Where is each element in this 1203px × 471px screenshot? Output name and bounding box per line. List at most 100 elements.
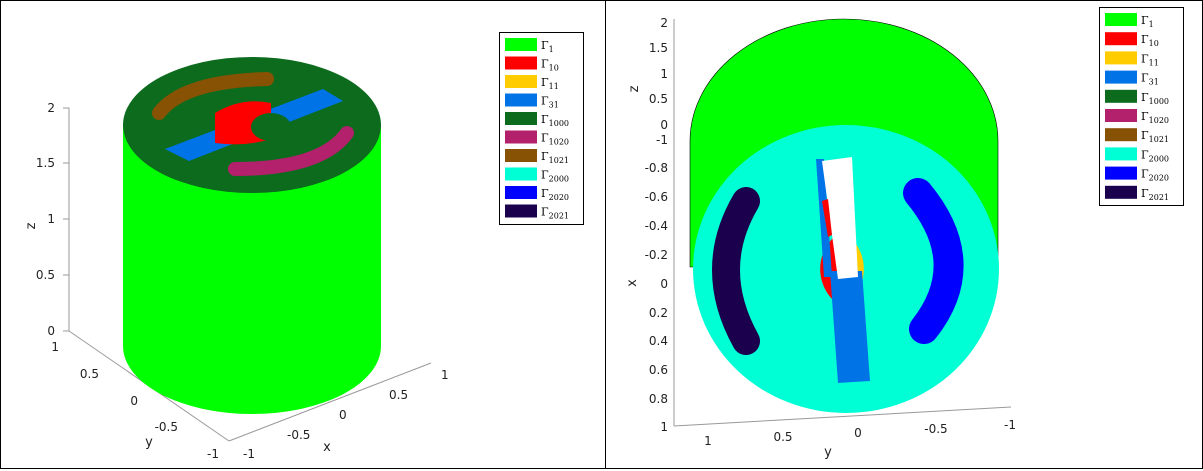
left-legend-swatch-6 [505, 149, 537, 162]
right-y-ticks: 1 0.5 0 -0.5 -1 [704, 418, 1016, 448]
left-legend-swatch-0 [505, 38, 537, 51]
right-x-tick-0: -1 [656, 133, 668, 147]
right-legend-label-1: Γ10 [1141, 33, 1159, 48]
right-legend-swatch-2 [1105, 51, 1137, 65]
left-legend-swatch-7 [505, 167, 537, 181]
right-legend-swatch-7 [1105, 147, 1137, 161]
left-x-tick-1: -0.5 [287, 428, 310, 442]
left-legend-swatch-8 [505, 186, 537, 199]
left-legend-label-9: Γ2021 [541, 206, 569, 221]
left-y-tick-2: 0 [130, 394, 138, 408]
right-legend-label-5: Γ1020 [1141, 110, 1169, 125]
right-z-tick-3: 0.5 [649, 92, 668, 106]
right-x-tick-8: 0.6 [649, 363, 668, 377]
right-y-tick-3: -0.5 [924, 422, 947, 436]
right-z-label: z [627, 85, 642, 92]
left-z-tick-3: 1.5 [36, 156, 55, 170]
left-legend-label-7: Γ2000 [541, 169, 569, 184]
right-x-ticks: -1 -0.8 -0.6 -0.4 -0.2 0 0.2 0.4 0.6 0.8… [645, 133, 668, 434]
left-x-tick-4: 1 [441, 368, 449, 382]
left-legend-swatch-9 [505, 204, 537, 218]
left-z-tick-0: 0 [47, 324, 55, 338]
left-y-tick-1: 0.5 [80, 367, 99, 381]
left-center-recess [251, 113, 291, 141]
right-y-tick-1: 0.5 [773, 430, 792, 444]
right-strip-31-lower [830, 271, 870, 383]
left-legend-label-5: Γ1020 [541, 132, 569, 147]
right-legend-label-4: Γ1000 [1141, 91, 1169, 106]
left-legend-label-1: Γ10 [541, 58, 559, 73]
right-z-tick-4: 0 [660, 118, 668, 132]
left-legend-label-0: Γ1 [541, 39, 554, 54]
right-legend-swatch-1 [1105, 32, 1137, 46]
right-arc-2020 [903, 178, 964, 344]
right-legend-label-8: Γ2020 [1141, 168, 1169, 183]
left-x-tick-3: 0.5 [389, 388, 408, 402]
right-strip-31-upper [816, 159, 832, 277]
right-legend-label-0: Γ1 [1141, 14, 1154, 29]
right-legend-label-7: Γ2000 [1141, 148, 1169, 163]
right-top-view[interactable]: 2 1.5 1 0.5 0 z -1 -0.8 -0.6 -0.4 -0.2 0… [605, 0, 1203, 469]
right-y-label: y [824, 445, 832, 460]
right-y-tick-0: 1 [704, 434, 712, 448]
left-z-tick-1: 0.5 [36, 268, 55, 282]
left-legend: Γ1 Γ10 Γ11 Γ31 Γ1000 Γ1020 Γ1021 Γ2000 Γ2020 Γ202… [499, 32, 584, 225]
right-legend-swatch-3 [1105, 70, 1137, 84]
right-x-tick-7: 0.4 [649, 334, 668, 348]
right-x-tick-3: -0.4 [645, 219, 668, 233]
left-cylinder-side [123, 125, 381, 414]
left-y-ticks: 1 0.5 0 -0.5 -1 [51, 340, 219, 461]
left-legend-label-2: Γ11 [541, 76, 559, 91]
right-z-ticks: 2 1.5 1 0.5 0 [649, 16, 668, 132]
left-x-tick-2: 0 [339, 408, 347, 422]
right-z-tick-1: 1.5 [649, 41, 668, 55]
right-legend: Γ1 Γ10 Γ11 Γ31 Γ1000 Γ1020 Γ1021 Γ2000 Γ2020 Γ202… [1099, 7, 1184, 206]
right-legend-swatch-5 [1105, 109, 1137, 122]
left-legend-label-3: Γ31 [541, 95, 559, 110]
right-x-tick-10: 1 [660, 420, 668, 434]
right-legend-label-2: Γ11 [1141, 52, 1159, 67]
left-arc-1021 [152, 72, 274, 120]
left-legend-label-4: Γ1000 [541, 113, 569, 128]
right-legend-label-3: Γ31 [1141, 72, 1159, 87]
right-axes-frame [673, 19, 1012, 427]
right-legend-swatch-0 [1105, 13, 1137, 26]
right-view-svg: 2 1.5 1 0.5 0 z -1 -0.8 -0.6 -0.4 -0.2 0… [625, 16, 1016, 460]
left-3d-view[interactable]: 0 0.5 1 1.5 2 z 1 0.5 0 -0.5 -1 y -1 -0.… [0, 0, 606, 469]
right-x-tick-5: 0 [660, 277, 668, 291]
left-z-label: z [24, 222, 39, 229]
left-x-ticks: -1 -0.5 0 0.5 1 [243, 368, 449, 461]
right-x-tick-9: 0.8 [649, 392, 668, 406]
left-x-tick-0: -1 [243, 447, 255, 461]
right-legend-swatch-6 [1105, 128, 1137, 142]
right-x-tick-6: 0.2 [649, 306, 668, 320]
left-legend-swatch-3 [505, 93, 537, 107]
left-legend-label-8: Γ2020 [541, 187, 569, 202]
right-white-slot [822, 157, 858, 279]
right-z-tick-0: 2 [660, 16, 668, 30]
left-z-tick-2: 1 [47, 212, 55, 226]
right-x-label: x [625, 279, 640, 287]
left-z-ticks: 0 0.5 1 1.5 2 [36, 101, 69, 338]
left-arc-1020 [228, 126, 354, 176]
right-x-tick-1: -0.8 [645, 161, 668, 175]
right-red-edge [822, 199, 832, 237]
right-y-tick-2: 0 [854, 426, 862, 440]
left-legend-swatch-4 [505, 112, 537, 125]
right-legend-label-6: Γ1021 [1141, 129, 1169, 144]
left-view-svg: 0 0.5 1 1.5 2 z 1 0.5 0 -0.5 -1 y -1 -0.… [24, 57, 449, 461]
right-y-tick-4: -1 [1004, 418, 1016, 432]
left-y-tick-4: -1 [207, 447, 219, 461]
right-legend-swatch-4 [1105, 89, 1137, 103]
left-x-label: x [323, 440, 331, 455]
right-z-tick-2: 1 [660, 67, 668, 81]
right-legend-swatch-8 [1105, 166, 1137, 180]
left-y-tick-0: 1 [51, 340, 59, 354]
left-legend-swatch-1 [505, 56, 537, 70]
right-legend-label-9: Γ2021 [1141, 187, 1169, 202]
left-legend-swatch-2 [505, 75, 537, 88]
left-y-label: y [145, 435, 153, 450]
left-legend-label-6: Γ1021 [541, 150, 569, 165]
right-arc-2021 [712, 187, 760, 355]
right-x-tick-2: -0.6 [645, 190, 668, 204]
